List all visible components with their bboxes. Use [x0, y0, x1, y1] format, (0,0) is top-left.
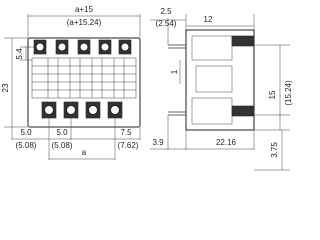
- dim-label: (7.62): [118, 141, 139, 150]
- dim-label: 3.75: [270, 142, 279, 158]
- dim-label: 2.5: [160, 7, 172, 16]
- drawing: a+15 (a+15.24) 23 5.4 5.0 (5.08) 5.0 (5.…: [1, 5, 293, 171]
- dim-label: 23: [1, 83, 10, 92]
- front-view: a+15 (a+15.24) 23 5.4 5.0 (5.08) 5.0 (5.…: [1, 5, 141, 160]
- dim-label: a+15: [75, 5, 94, 14]
- dim-label: 22.16: [216, 138, 237, 147]
- dim-label: 3.9: [152, 138, 164, 147]
- dim-label: 12: [204, 15, 213, 24]
- dim-label: (a+15.24): [67, 18, 102, 27]
- side-view: 2.5 (2.54) 12 1 15 (15.24) 3.9 22.16 3.7…: [150, 7, 293, 171]
- dim-label: (5.08): [52, 141, 73, 150]
- dim-label: (5.08): [16, 141, 37, 150]
- dim-label: 5.0: [56, 128, 68, 137]
- dim-label: 5.4: [15, 48, 24, 60]
- dim-label: 7.5: [120, 128, 132, 137]
- dim-label: a: [82, 148, 87, 157]
- dim-label: 15: [268, 90, 277, 99]
- dim-label: (2.54): [156, 19, 177, 28]
- dim-label: 1: [170, 69, 179, 74]
- dim-label: 5.0: [20, 128, 32, 137]
- dim-label: (15.24): [284, 80, 293, 106]
